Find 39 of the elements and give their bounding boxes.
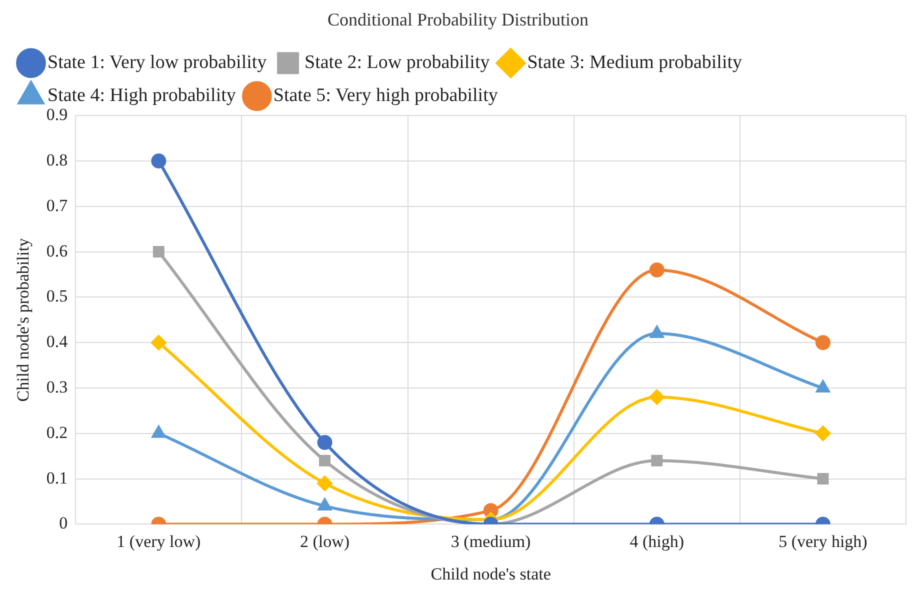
point xyxy=(318,498,332,511)
y-tick-label: 0.4 xyxy=(46,332,68,352)
point xyxy=(152,246,164,258)
point xyxy=(151,154,166,168)
y-tick-label: 0.8 xyxy=(46,150,68,170)
point xyxy=(649,262,664,278)
point xyxy=(651,454,663,466)
point xyxy=(815,426,830,441)
point xyxy=(817,473,829,485)
x-axis-title: Child node's state xyxy=(430,564,551,584)
point xyxy=(151,335,166,350)
y-tick-label: 0.5 xyxy=(46,286,68,306)
legend-label: State 2: Low probability xyxy=(304,52,490,74)
point xyxy=(816,380,830,392)
point xyxy=(815,335,830,350)
y-tick-label: 0.9 xyxy=(46,105,68,124)
legend-label: State 1: Very low probability xyxy=(48,52,268,74)
x-tick-label: 3 (medium) xyxy=(450,532,531,551)
point xyxy=(650,326,664,338)
y-tick-label: 0.2 xyxy=(46,422,68,442)
y-tick-label: 0 xyxy=(59,514,68,533)
x-tick-label: 5 (very high) xyxy=(778,532,868,551)
point xyxy=(317,476,332,491)
point xyxy=(152,426,166,438)
y-tick-label: 0.6 xyxy=(46,241,68,260)
chart-title: Conditional Probability Distribution xyxy=(328,10,588,30)
point xyxy=(649,390,664,405)
legend-label: State 3: Medium probability xyxy=(527,52,743,74)
legend-label: State 5: Very high probability xyxy=(273,85,498,106)
y-axis-title: Child node's probability xyxy=(14,238,33,402)
legend-label: State 4: High probability xyxy=(48,85,236,106)
point xyxy=(317,434,332,450)
point xyxy=(319,454,330,466)
x-tick-label: 4 (high) xyxy=(630,532,684,551)
y-tick-label: 0.3 xyxy=(46,377,68,396)
y-tick-label: 0.7 xyxy=(46,196,68,215)
x-tick-label: 2 (low) xyxy=(300,532,350,551)
x-tick-label: 1 (very low) xyxy=(116,532,201,551)
y-tick-label: 0.1 xyxy=(46,468,68,488)
